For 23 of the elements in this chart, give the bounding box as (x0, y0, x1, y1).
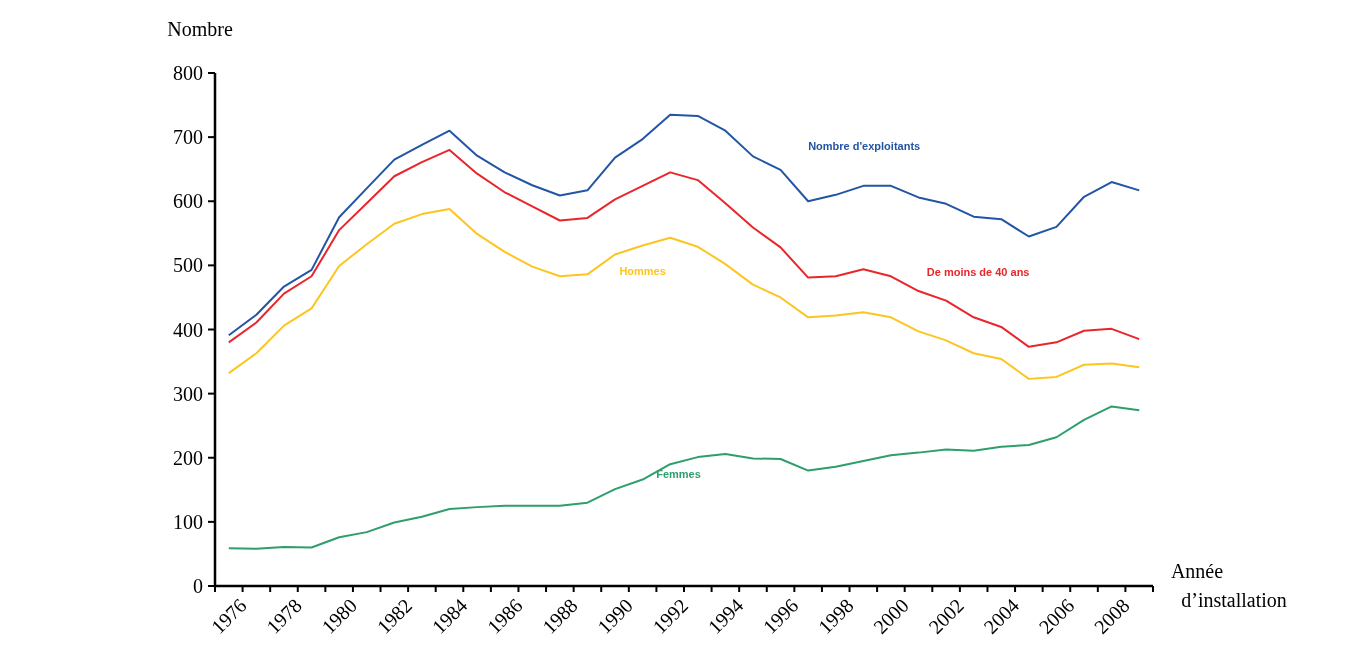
x-tick-label: 1990 (593, 594, 637, 638)
line-series (227, 405, 1141, 550)
line-series (227, 207, 1141, 380)
series-label: Femmes (656, 468, 701, 481)
x-tick-label: 1978 (262, 594, 306, 638)
y-tick-label: 300 (173, 382, 203, 405)
x-axis-title: Année d’installation (1170, 560, 1287, 611)
text: Nombre d'exploitants (808, 139, 921, 152)
y-tick-label: 700 (173, 126, 203, 149)
x-tick-label: 1982 (372, 594, 417, 638)
y-tick-label: 0 (193, 575, 203, 597)
y-tick-label: 400 (173, 318, 203, 341)
series-label: Hommes (619, 264, 666, 277)
y-tick-label: 200 (173, 446, 203, 469)
y-axis-title: Nombre (167, 18, 233, 40)
y-tick-label: 600 (173, 190, 203, 213)
x-tick-label: 1980 (317, 594, 362, 638)
y-tick-label: 500 (173, 254, 203, 277)
y-tick-label: 100 (173, 510, 203, 533)
y-tick-label: 800 (173, 62, 203, 84)
x-tick-label: 1992 (648, 594, 693, 638)
series-label: De moins de 40 ans (926, 265, 1030, 278)
line-series (227, 113, 1141, 337)
